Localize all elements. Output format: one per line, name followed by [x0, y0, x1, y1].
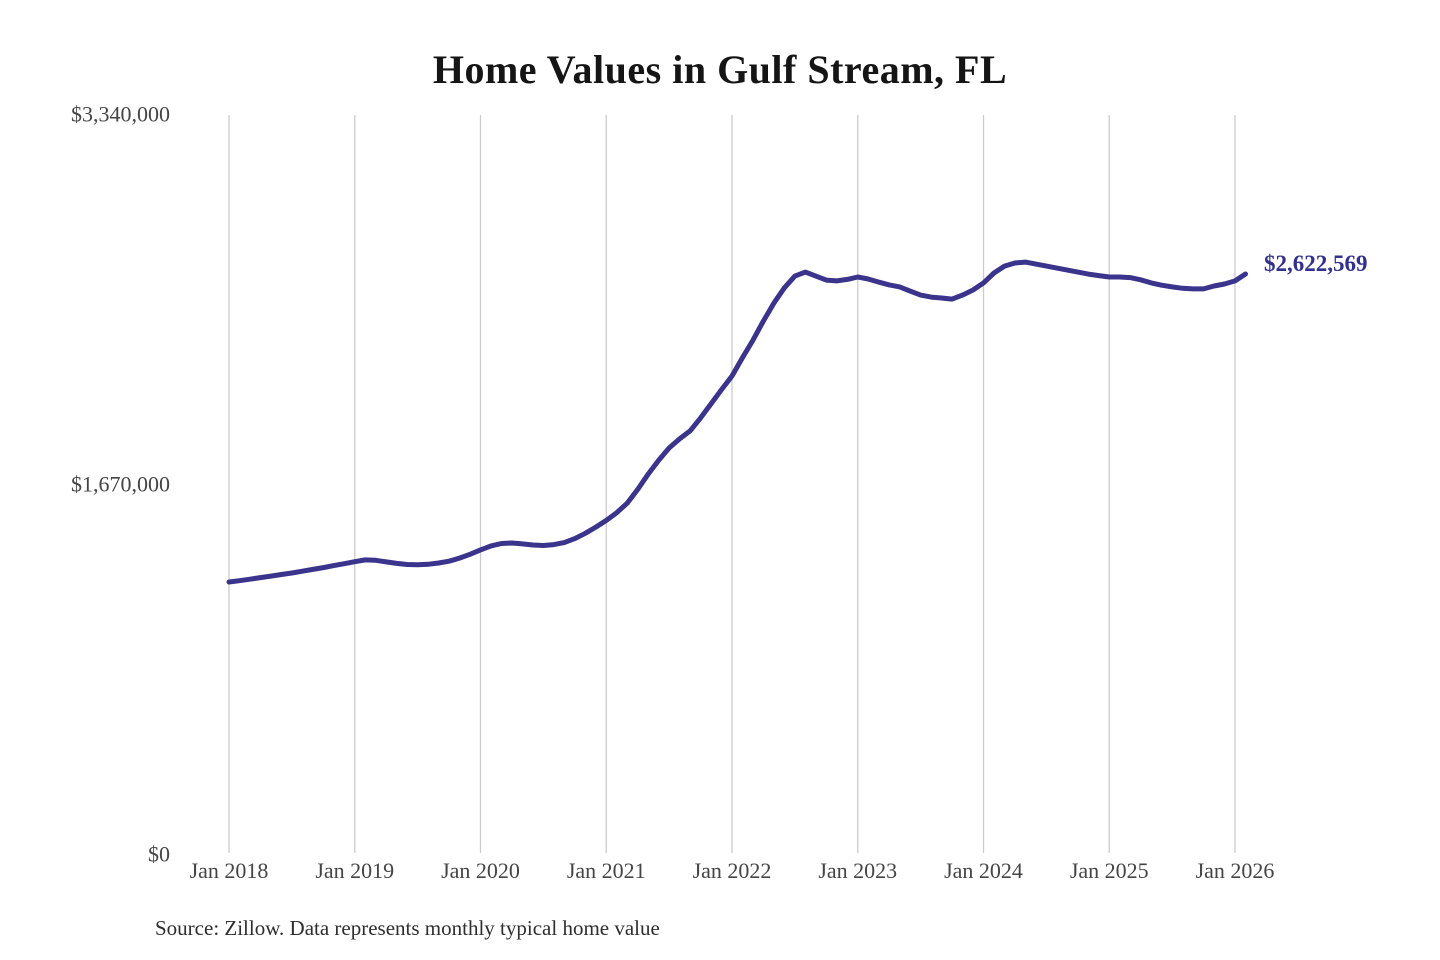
x-tick-label: Jan 2024 [944, 858, 1023, 883]
x-tick-label: Jan 2023 [818, 858, 898, 883]
x-tick-label: Jan 2026 [1195, 858, 1275, 883]
x-tick-label: Jan 2020 [441, 858, 520, 883]
current-value-label: $2,622,569 [1264, 251, 1368, 276]
x-tick-label: Jan 2019 [315, 858, 395, 883]
y-tick-label: $1,670,000 [71, 471, 170, 497]
x-tick-label: Jan 2021 [566, 858, 646, 883]
x-tick-label: Jan 2025 [1069, 858, 1149, 883]
y-tick-label: $0 [148, 841, 170, 867]
home-value-line [226, 259, 1248, 585]
x-tick-label: Jan 2022 [692, 858, 772, 883]
source-note: Source: Zillow. Data represents monthly … [155, 916, 660, 940]
y-tick-label: $3,340,000 [71, 101, 170, 127]
chart-title: Home Values in Gulf Stream, FL [432, 47, 1008, 92]
gridlines [228, 115, 1236, 853]
x-tick-label: Jan 2018 [189, 858, 269, 883]
